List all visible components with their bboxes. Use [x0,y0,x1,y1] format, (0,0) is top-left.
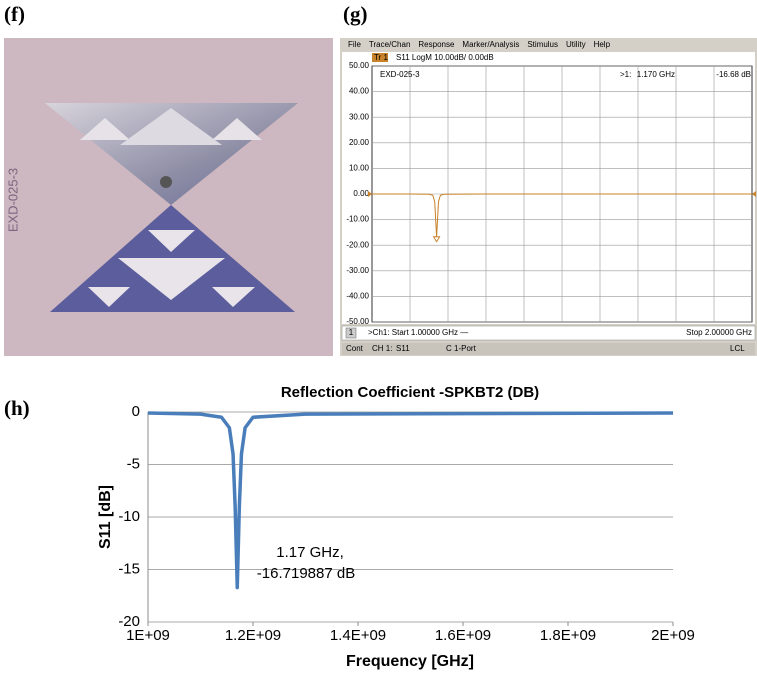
y-tick-label: 0.00 [353,189,369,198]
y-tick-label: -10 [118,508,140,525]
photo: EXD-025-3 [4,38,333,356]
y-tick-label: -15 [118,560,140,577]
page: (f) (g) (h) EXD-025-3 File Trace/Chan Resp… [0,0,757,673]
menu-item: Trace/Chan [369,40,411,49]
photo-label: EXD-025-3 [5,168,20,232]
feed-point [160,176,172,188]
y-tick-label: 50.00 [349,61,370,70]
y-tick-label: -30.00 [346,266,369,275]
y-tick-label: 20.00 [349,138,370,147]
menu-item: Stimulus [527,40,558,49]
y-tick-label: -50.00 [346,317,369,326]
x-tick-label: 1E+09 [126,627,170,644]
excel-chart: Reflection Coefficient -SPKBT2 (DB)-20-1… [97,384,695,670]
status-item: C 1-Port [446,344,477,353]
y-tick-label: -20.00 [346,240,369,249]
x-tick-label: 1.6E+09 [435,627,491,644]
status-item: LCL [730,344,745,353]
y-tick-label: -5 [127,455,140,472]
menu-item: Response [418,40,455,49]
status-item: S11 [396,344,410,353]
y-tick-label: -10.00 [346,215,369,224]
trace-label: Tr 1 [374,53,388,62]
y-tick-label: 30.00 [349,112,370,121]
status-item: Cont [346,344,364,353]
panel-label: (h) [4,396,30,420]
y-tick-label: 10.00 [349,164,370,173]
y-axis-label: S11 [dB] [97,485,114,549]
menu-item: Marker/Analysis [462,40,519,49]
y-tick-label: 40.00 [349,87,370,96]
annotation: -16.719887 dB [257,565,355,582]
marker-y-label: -16.68 dB [716,70,751,79]
trace-name: EXD-025-3 [380,70,420,79]
annotation: 1.17 GHz, [276,544,344,561]
y-tick-label: 0 [132,403,140,420]
marker-x-label: 1.170 GHz [637,70,675,79]
chart-title: Reflection Coefficient -SPKBT2 (DB) [281,384,539,401]
trace-header: S11 LogM 10.00dB/ 0.00dB [396,53,494,62]
figure: (f) (g) (h) EXD-025-3 File Trace/Chan Resp… [0,0,757,673]
status-item: CH 1: [372,344,392,353]
x-tick-label: 1.4E+09 [330,627,386,644]
menu-item: File [348,40,361,49]
y-tick-label: -40.00 [346,292,369,301]
menu-item: Utility [566,40,586,49]
series-line [148,413,673,588]
x-tick-label: 2E+09 [651,627,695,644]
x-tick-label: 1.8E+09 [540,627,596,644]
x-axis-label: Frequency [GHz] [346,653,474,670]
channel-button: 1 [349,328,354,337]
x-tick-label: 1.2E+09 [225,627,281,644]
panel-label: (g) [343,2,368,26]
stop-label: Stop 2.00000 GHz [686,328,752,337]
marker-name: >1: [620,70,631,79]
menu-item: Help [594,40,611,49]
start-label: >Ch1: Start 1.00000 GHz — [368,328,468,337]
panel-label: (f) [4,2,25,26]
vna-window: File Trace/Chan Response Marker/Analysis Sti… [340,38,757,356]
